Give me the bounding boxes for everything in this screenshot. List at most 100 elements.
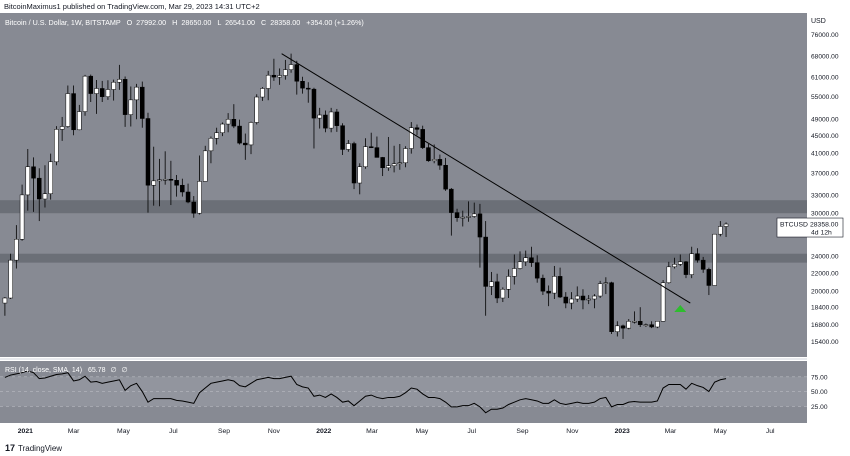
candle <box>506 276 511 290</box>
legend-o-value: 27992.00 <box>136 18 166 27</box>
candle <box>202 150 208 182</box>
descending-trendline[interactable] <box>281 53 691 304</box>
price-tick-label: 76000.00 <box>811 32 839 39</box>
candle <box>431 159 437 162</box>
candle <box>494 281 500 299</box>
candles <box>2 53 729 339</box>
time-tick-label: 2021 <box>18 428 33 435</box>
rsi-legend-extra-2: ∅ <box>122 367 128 374</box>
time-tick-label: 2023 <box>615 428 630 435</box>
legend-symbol: Bitcoin / U.S. Dollar, 1W, BITSTAMP <box>5 18 121 27</box>
candle <box>151 180 156 186</box>
candle <box>48 161 53 194</box>
currency-label: USD <box>811 18 826 25</box>
time-tick-label: May <box>117 428 130 435</box>
rsi-legend: RSI (14, close, SMA, 14) 65.78 ∅ ∅ <box>5 367 128 374</box>
candle <box>489 281 494 287</box>
candle <box>374 147 380 158</box>
candle <box>59 126 65 130</box>
candle <box>334 111 340 126</box>
time-ticks: 2021 Mar May Jul Sep Nov 2022 Mar May Jul Sep Nov 20… <box>18 428 775 435</box>
candle <box>36 177 42 200</box>
tradingview-footer[interactable]: 17 TradingView <box>0 440 850 456</box>
candle <box>620 325 626 329</box>
candle <box>483 236 488 287</box>
price-tick-label: 20000.00 <box>811 289 839 296</box>
price-tick-label: 16800.00 <box>811 322 839 329</box>
candle <box>386 165 391 169</box>
candle <box>8 259 13 299</box>
legend-c-label: C <box>261 18 266 27</box>
candle <box>237 125 242 144</box>
candle <box>197 181 202 214</box>
candle <box>168 178 174 181</box>
tradingview-brand: TradingView <box>18 443 63 453</box>
price-tick-label: 61000.00 <box>811 74 839 81</box>
candle <box>243 142 248 146</box>
support-zone-1 <box>0 200 807 214</box>
candle <box>65 93 71 127</box>
candle <box>477 213 483 238</box>
candle <box>649 324 654 328</box>
candle <box>14 238 19 261</box>
candle <box>225 119 231 125</box>
candle <box>271 74 277 78</box>
candle <box>283 69 288 76</box>
candle <box>512 268 517 277</box>
candle <box>180 184 185 193</box>
price-tick-label: 37000.00 <box>811 170 839 177</box>
price-tick-label: 30000.00 <box>811 211 839 218</box>
candle <box>603 282 609 284</box>
time-axis[interactable] <box>0 423 807 438</box>
rsi-tick-label: 75.00 <box>811 374 828 381</box>
price-chart[interactable]: Bitcoin / U.S. Dollar, 1W, BITSTAMP O 27… <box>0 13 850 438</box>
time-tick-label: Nov <box>268 428 281 435</box>
time-tick-label: Sep <box>516 428 528 435</box>
candle <box>220 123 225 133</box>
candle <box>122 79 128 115</box>
candle <box>546 290 551 294</box>
price-pane[interactable] <box>0 13 807 357</box>
time-tick-label: Nov <box>566 428 579 435</box>
candle <box>346 143 351 150</box>
candle <box>311 88 317 119</box>
candle <box>25 166 31 196</box>
candle <box>678 261 683 265</box>
legend-h-value: 28650.00 <box>181 18 211 27</box>
time-tick-label: Mar <box>68 428 80 435</box>
candle <box>592 295 597 300</box>
candle <box>672 264 677 268</box>
candle <box>117 79 122 83</box>
candle <box>523 257 528 263</box>
candle <box>500 288 506 299</box>
candle <box>563 296 569 304</box>
price-tick-label: 22000.00 <box>811 270 839 277</box>
candle <box>403 148 408 164</box>
legend-change: +354.00 (+1.26%) <box>306 18 364 27</box>
candle <box>231 119 237 127</box>
breakout-arrow <box>674 305 687 313</box>
candle <box>632 321 637 323</box>
candle <box>695 253 700 261</box>
candle <box>323 114 328 129</box>
candle <box>185 191 191 203</box>
candle <box>609 282 614 332</box>
candle <box>77 111 82 131</box>
last-price-label: BTCUSD 28358.00 4d 12h <box>776 217 844 238</box>
candle <box>689 253 694 275</box>
legend: Bitcoin / U.S. Dollar, 1W, BITSTAMP O 27… <box>5 18 364 27</box>
rsi-ticks: 75.00 50.00 25.00 <box>811 374 828 410</box>
rsi-tick-label: 25.00 <box>811 404 828 411</box>
candle <box>368 146 374 148</box>
candle <box>288 64 294 70</box>
candle <box>340 125 345 150</box>
rsi-legend-label: RSI (14, close, SMA, 14) <box>5 367 82 374</box>
candle <box>88 75 94 94</box>
candle <box>357 166 363 184</box>
candle <box>586 298 591 301</box>
candle <box>157 179 162 182</box>
chart-area[interactable]: Bitcoin / U.S. Dollar, 1W, BITSTAMP O 27… <box>0 13 850 438</box>
candle <box>466 216 471 218</box>
candle <box>397 162 403 165</box>
rsi-bands <box>0 376 807 407</box>
